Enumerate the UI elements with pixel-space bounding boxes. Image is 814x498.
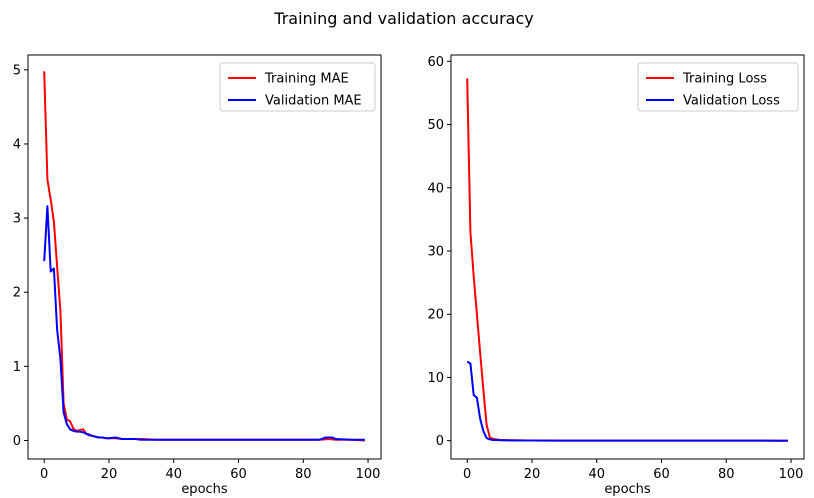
y-tick-label: 50 <box>427 118 444 133</box>
x-axis-label-2: epochs <box>604 482 651 497</box>
series-line-1-1 <box>43 71 365 442</box>
y-tick-label: 0 <box>436 434 444 449</box>
axes-frame-1 <box>27 54 382 460</box>
x-tick-label: 100 <box>356 467 381 482</box>
x-tick-label: 60 <box>653 467 670 482</box>
x-tick-label: 40 <box>588 467 605 482</box>
legend-1: Training MAE Validation MAE <box>219 62 376 112</box>
legend-entry: Training MAE <box>264 72 349 87</box>
x-axis-label-1: epochs <box>181 482 228 497</box>
series-line-2-1 <box>466 78 788 442</box>
subplot-1: 0 20 40 60 80 100 0 1 2 3 4 5 epochs Training MAE Vali… <box>13 54 382 497</box>
y-tick-label: 5 <box>13 63 21 78</box>
legend-box <box>637 62 799 112</box>
legend-entry: Validation MAE <box>265 94 362 109</box>
axes-frame-2 <box>450 54 805 460</box>
series-line-1-2 <box>43 205 365 441</box>
y-tick-label: 2 <box>13 286 21 301</box>
x-tick-label: 80 <box>295 467 312 482</box>
y-tick-label: 3 <box>13 212 21 227</box>
x-tick-label: 20 <box>524 467 541 482</box>
x-tick-label: 0 <box>40 467 48 482</box>
y-tick-label: 1 <box>13 360 21 375</box>
subplot-2: 0 20 40 60 80 1000102030405060epochsTraining … <box>427 54 805 497</box>
legend-2: Training Loss Validation Loss <box>637 62 799 112</box>
y-tick-label: 0 <box>13 434 21 449</box>
y-tick-label: 60 <box>427 55 444 70</box>
y-tick-label: 40 <box>427 181 444 196</box>
y-tick-label: 10 <box>427 371 444 386</box>
x-tick-label: 100 <box>779 467 804 482</box>
x-tick-label: 0 <box>463 467 471 482</box>
x-tick-label: 40 <box>165 467 182 482</box>
series-line-2-2 <box>466 360 788 442</box>
y-tick-label: 20 <box>427 308 444 323</box>
legend-box <box>219 62 376 112</box>
x-tick-label: 20 <box>101 467 118 482</box>
x-tick-label: 80 <box>718 467 735 482</box>
legend-entry: Training Loss <box>682 72 767 87</box>
figure-title: Training and validation accuracy <box>273 9 533 28</box>
x-tick-label: 60 <box>230 467 247 482</box>
legend-entry: Validation Loss <box>683 94 780 109</box>
y-tick-label: 4 <box>13 137 21 152</box>
y-tick-label: 30 <box>427 244 444 259</box>
